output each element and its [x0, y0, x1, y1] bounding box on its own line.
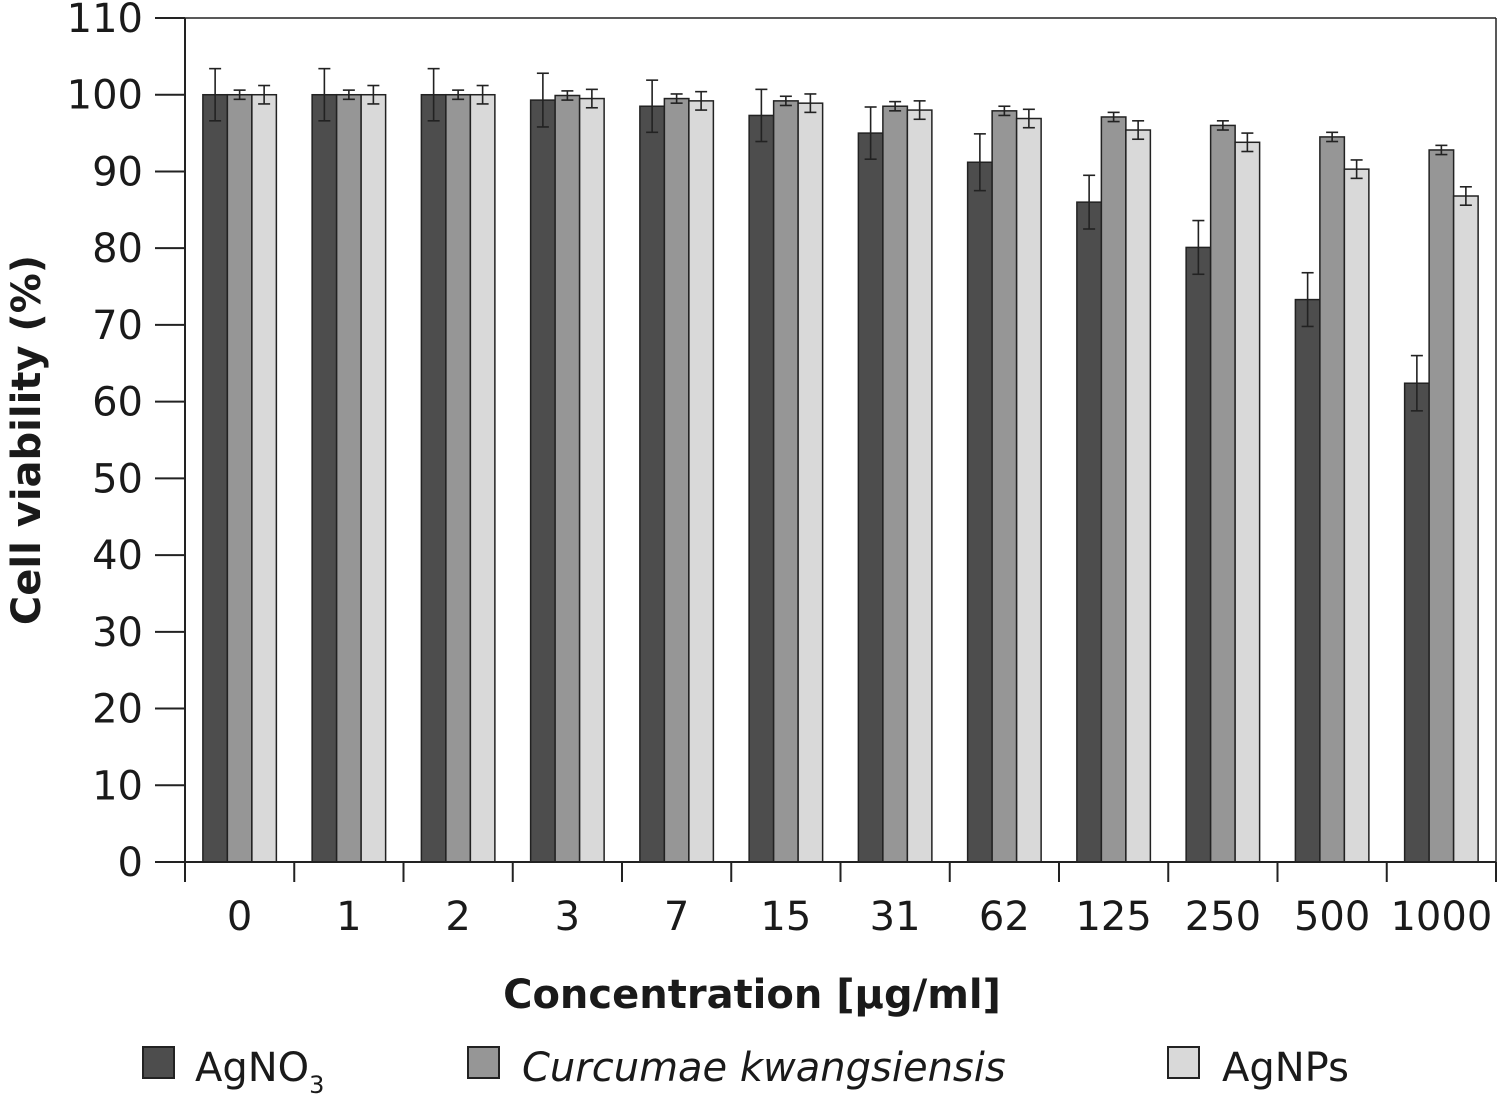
x-tick-label-3: 3	[555, 894, 580, 940]
legend-swatch-AgNO3	[142, 1046, 175, 1079]
bar-AgNO3-250	[1185, 246, 1212, 863]
legend-swatch-AgNPs	[1167, 1046, 1200, 1079]
y-tick-label-80: 80	[92, 226, 143, 272]
y-tick-label-30: 30	[92, 610, 143, 656]
bar-AgNO3-500	[1294, 298, 1321, 863]
bar-AgNO3-2	[420, 93, 447, 863]
bar-AgNO3-62	[966, 161, 993, 863]
bar-Curcumae kwangsiensis-62	[991, 110, 1018, 863]
x-tick-label-1000: 1000	[1390, 894, 1492, 940]
bar-Curcumae kwangsiensis-3	[554, 94, 581, 863]
x-tick-label-15: 15	[760, 894, 811, 940]
bar-AgNO3-125	[1076, 201, 1103, 863]
bar-AgNPs-7	[688, 100, 715, 863]
bar-AgNPs-3	[578, 97, 605, 863]
x-axis-ticks: 0 1 2 3 7 15 31 62 125 250 500 1000	[184, 862, 1497, 940]
x-tick-label-31: 31	[870, 894, 921, 940]
x-tick-label-7: 7	[664, 894, 689, 940]
bar-AgNPs-0	[251, 93, 278, 863]
bar-AgNO3-3	[529, 99, 556, 863]
x-tick-label-125: 125	[1075, 894, 1151, 940]
y-tick-label-100: 100	[67, 73, 143, 119]
bar-Curcumae kwangsiensis-7	[663, 97, 690, 863]
legend-label-Curcumae kwangsiensis: Curcumae kwangsiensis	[522, 1045, 1006, 1091]
x-tick-label-500: 500	[1294, 894, 1370, 940]
y-tick-label-20: 20	[92, 687, 143, 733]
legend-label-AgNO3: AgNO3	[195, 1045, 324, 1099]
y-axis-title: Cell viability (%)	[4, 255, 50, 625]
y-tick-label-0: 0	[118, 840, 143, 886]
bar-AgNPs-2	[469, 93, 496, 863]
bars-layer	[202, 93, 1479, 863]
x-tick-label-0: 0	[227, 894, 252, 940]
x-axis-title: Concentration [µg/ml]	[503, 972, 1001, 1018]
bar-Curcumae kwangsiensis-500	[1319, 136, 1346, 863]
bar-AgNO3-15	[748, 114, 775, 863]
bar-AgNPs-15	[797, 102, 824, 863]
legend-swatch-Curcumae kwangsiensis	[467, 1046, 500, 1079]
bar-Curcumae kwangsiensis-1000	[1428, 149, 1455, 863]
bar-AgNPs-62	[1015, 117, 1042, 863]
bar-AgNPs-31	[906, 109, 933, 863]
bar-Curcumae kwangsiensis-1	[335, 93, 362, 863]
bar-Curcumae kwangsiensis-250	[1209, 124, 1236, 863]
y-tick-label-90: 90	[92, 149, 143, 195]
bar-AgNPs-1000	[1452, 195, 1479, 863]
y-tick-label-50: 50	[92, 456, 143, 502]
bar-Curcumae kwangsiensis-31	[882, 105, 909, 863]
bar-AgNO3-1000	[1403, 382, 1430, 863]
bar-Curcumae kwangsiensis-15	[772, 100, 799, 863]
y-tick-label-70: 70	[92, 303, 143, 349]
y-tick-label-60: 60	[92, 380, 143, 426]
y-tick-label-10: 10	[92, 763, 143, 809]
y-axis-ticks: 0 10 20 30 40 50 60 70 80 90 100 110	[67, 0, 185, 886]
axes	[155, 17, 1497, 863]
bar-Curcumae kwangsiensis-125	[1100, 116, 1127, 863]
bar-Curcumae kwangsiensis-0	[226, 93, 253, 863]
bar-Curcumae kwangsiensis-2	[445, 93, 472, 863]
bar-AgNO3-1	[311, 93, 338, 863]
error-bars-layer	[209, 67, 1472, 412]
x-tick-label-1: 1	[336, 894, 361, 940]
bar-AgNPs-500	[1343, 168, 1370, 863]
y-tick-label-110: 110	[67, 0, 143, 42]
bar-AgNO3-31	[857, 132, 884, 863]
bar-AgNO3-7	[639, 105, 666, 863]
x-tick-label-250: 250	[1185, 894, 1261, 940]
x-tick-label-2: 2	[445, 894, 470, 940]
bar-AgNPs-250	[1234, 141, 1261, 863]
bar-AgNPs-125	[1125, 129, 1152, 863]
legend-label-AgNPs: AgNPs	[1222, 1045, 1349, 1091]
bar-AgNO3-0	[202, 93, 229, 863]
legend: AgNO3 Curcumae kwangsiensis AgNPs	[142, 1045, 1349, 1099]
x-tick-label-62: 62	[979, 894, 1030, 940]
bar-AgNPs-1	[360, 93, 387, 863]
y-tick-label-40: 40	[92, 533, 143, 579]
